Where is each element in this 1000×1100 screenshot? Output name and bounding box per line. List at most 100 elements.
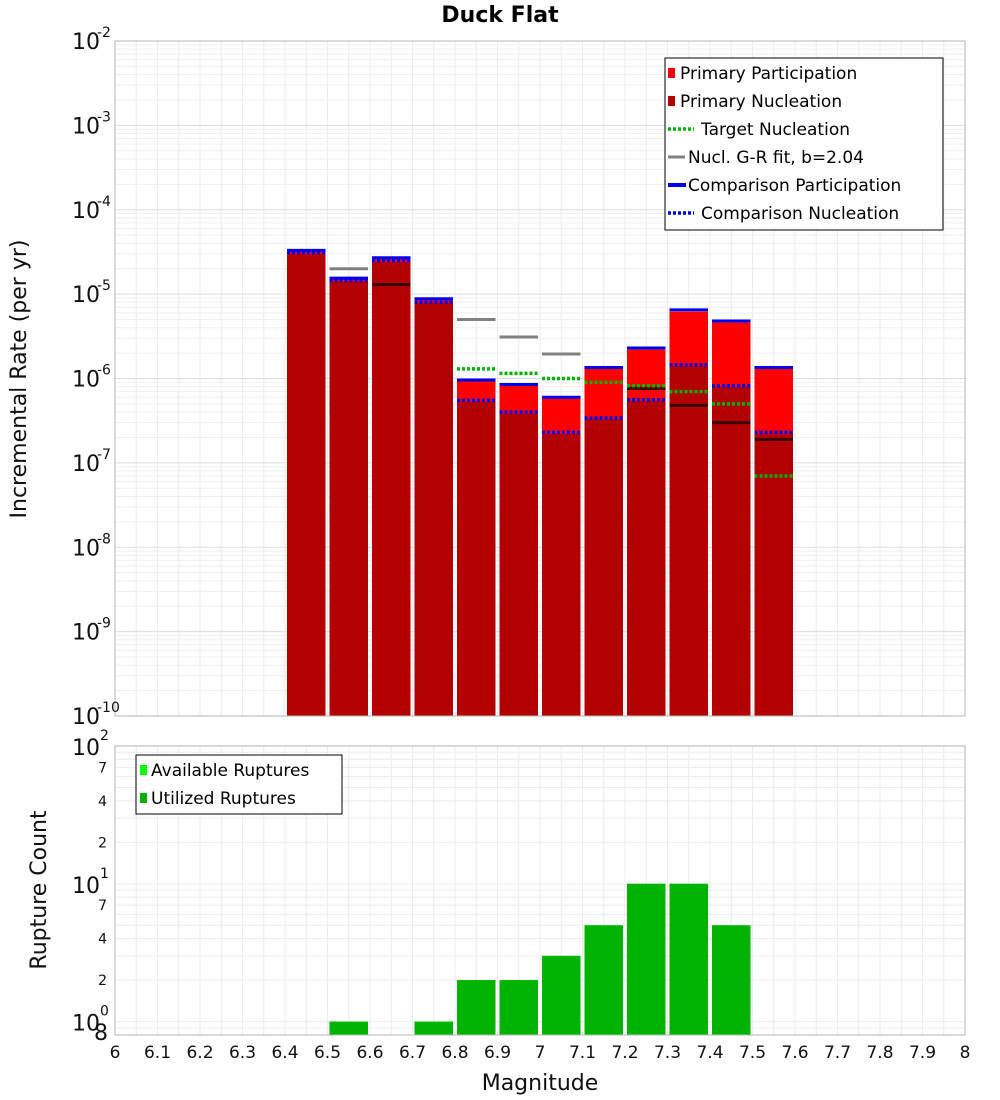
x-tick-label: 7.7 — [824, 1043, 851, 1063]
nucleation-bar — [499, 413, 538, 716]
count-y-minor-tick: 4 — [98, 932, 107, 948]
utilized-ruptures-bar — [499, 980, 538, 1035]
x-tick-label: 7 — [535, 1043, 546, 1063]
rate-y-tick-base: 10 — [72, 621, 100, 646]
nucleation-bar — [329, 281, 368, 716]
rate-plot-bars — [287, 251, 793, 716]
rate-y-tick-base: 10 — [72, 705, 100, 730]
rate-y-tick-exponent: -7 — [97, 447, 111, 463]
nucleation-bar — [457, 401, 496, 716]
legend-swatch — [140, 793, 147, 803]
count-y-minor-tick: 7 — [98, 760, 107, 776]
utilized-ruptures-bar — [627, 883, 666, 1035]
utilized-ruptures-bar — [329, 1021, 368, 1035]
rate-y-tick-exponent: -6 — [97, 363, 111, 379]
nucleation-bar — [627, 401, 666, 716]
utilized-ruptures-bar — [457, 980, 496, 1035]
nucleation-bar — [584, 419, 623, 716]
count-legend: Available Ruptures Utilized Ruptures — [135, 754, 343, 815]
count-y-tick-base: 10 — [72, 874, 100, 899]
legend-label: Primary Participation — [680, 64, 857, 84]
utilized-ruptures-bar — [584, 925, 623, 1035]
x-tick-label: 6.4 — [271, 1043, 298, 1063]
count-plot-frame — [114, 745, 966, 1036]
nucleation-bar — [754, 433, 793, 716]
legend-label: Available Ruptures — [151, 761, 309, 781]
x-tick-label: 6.8 — [441, 1043, 468, 1063]
rate-y-tick-exponent: -8 — [97, 531, 111, 547]
rate-y-tick-base: 10 — [72, 199, 100, 224]
utilized-ruptures-bar — [542, 955, 581, 1035]
count-y-tick-exponent: 2 — [100, 728, 109, 744]
count-y-tick-exponent: 0 — [100, 1004, 109, 1020]
legend-label: Comparison Nucleation — [701, 204, 899, 224]
rate-y-tick-base: 10 — [72, 114, 100, 139]
x-tick-label: 7.6 — [781, 1043, 808, 1063]
legend-label: Target Nucleation — [700, 120, 850, 140]
utilized-ruptures-bar — [669, 883, 708, 1035]
x-tick-label: 6 — [110, 1043, 121, 1063]
count-y-axis-title: Rupture Count — [27, 810, 52, 970]
nucleation-bar — [669, 366, 708, 716]
x-tick-label: 7.4 — [696, 1043, 723, 1063]
utilized-ruptures-bar — [712, 925, 751, 1035]
rate-y-tick-exponent: -4 — [97, 194, 111, 210]
count-y-minor-tick: 2 — [98, 835, 107, 851]
count-y-minor-tick: 7 — [98, 898, 107, 914]
x-tick-label: 6.1 — [144, 1043, 171, 1063]
rate-legend: Primary Participation Primary Nucleation T… — [664, 57, 944, 231]
rate-y-tick-exponent: -10 — [97, 700, 120, 716]
count-legend-box — [135, 754, 343, 815]
count-y-minor-tick: 8 — [94, 1021, 108, 1046]
nucleation-bar — [287, 253, 326, 716]
legend-label: Utilized Ruptures — [151, 789, 296, 809]
x-tick-labels: 6 6.1 6.2 6.3 6.4 6.5 6.6 6.7 6.8 6.9 7 7.1 7.2 7.3 7.… — [110, 1043, 971, 1063]
x-tick-label: 7.1 — [569, 1043, 596, 1063]
legend-swatch — [668, 68, 675, 78]
nucleation-bar — [372, 262, 411, 716]
x-tick-label: 7.2 — [611, 1043, 638, 1063]
rate-y-tick-base: 10 — [72, 283, 100, 308]
legend-label: Nucl. G-R fit, b=2.04 — [688, 148, 864, 168]
x-tick-label: 6.7 — [399, 1043, 426, 1063]
x-tick-label: 6.3 — [229, 1043, 256, 1063]
x-tick-label: 7.8 — [866, 1043, 893, 1063]
nucleation-bar — [712, 386, 751, 716]
rate-y-tick-base: 10 — [72, 30, 100, 55]
x-tick-label: 6.5 — [314, 1043, 341, 1063]
rate-y-tick-exponent: -3 — [97, 109, 111, 125]
x-tick-label: 8 — [960, 1043, 971, 1063]
x-tick-label: 6.9 — [484, 1043, 511, 1063]
x-tick-label: 7.5 — [739, 1043, 766, 1063]
x-tick-label: 7.9 — [909, 1043, 936, 1063]
rate-y-axis-title: Incremental Rate (per yr) — [7, 240, 32, 519]
rate-y-tick-exponent: -9 — [97, 616, 111, 632]
x-tick-label: 6.6 — [356, 1043, 383, 1063]
utilized-ruptures-bar — [414, 1021, 453, 1035]
legend-swatch — [668, 96, 675, 106]
legend-label: Primary Nucleation — [680, 92, 842, 112]
count-y-minor-tick: 2 — [98, 973, 107, 989]
nucleation-bar — [542, 433, 581, 716]
rate-y-tick-exponent: -5 — [97, 278, 111, 294]
nucleation-bar — [414, 303, 453, 716]
rate-y-tick-base: 10 — [72, 536, 100, 561]
rate-plot-frame — [114, 40, 966, 717]
legend-swatch — [140, 765, 147, 775]
count-y-tick-base: 10 — [72, 1012, 100, 1037]
count-y-minor-tick: 4 — [98, 794, 107, 810]
chart-title: Duck Flat — [441, 3, 559, 28]
count-plot-bars — [329, 883, 751, 1035]
x-tick-label: 7.3 — [654, 1043, 681, 1063]
rate-y-tick-exponent: -2 — [97, 25, 111, 41]
rate-plot-lines — [287, 248, 793, 478]
rate-y-tick-base: 10 — [72, 452, 100, 477]
count-y-tick-exponent: 1 — [100, 866, 109, 882]
legend-label: Comparison Participation — [688, 176, 901, 196]
rate-y-tick-base: 10 — [72, 368, 100, 393]
